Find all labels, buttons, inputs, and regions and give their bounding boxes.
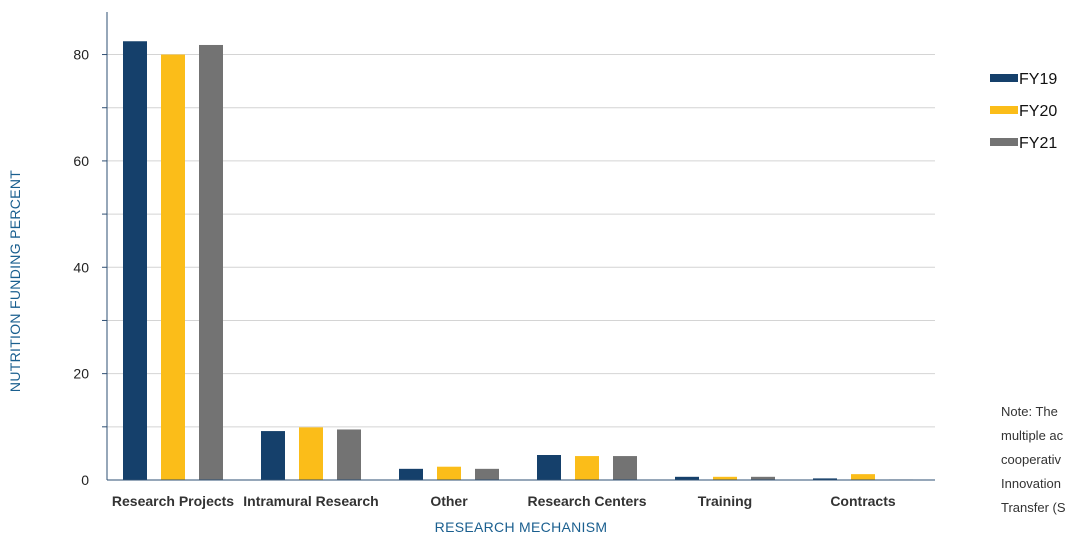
legend-swatch-fy19 [990,74,1018,82]
bar-fy20 [851,474,875,480]
x-category-label: Research Projects [112,493,234,509]
x-axis-title: RESEARCH MECHANISM [435,519,608,535]
bar-fy20 [299,427,323,480]
bar-fy21 [337,429,361,480]
y-tick-label: 0 [81,472,89,488]
bar-fy20 [713,476,737,480]
y-tick-label: 80 [73,47,89,63]
note-line: Innovation [1001,476,1061,491]
bar-fy19 [537,455,561,480]
x-category-label: Contracts [830,493,896,509]
legend-swatch-fy20 [990,106,1018,114]
bar-fy19 [123,41,147,480]
x-category-labels: Research Projects Intramural Research Othe… [112,493,896,509]
bars [123,41,913,481]
x-category-label: Other [430,493,468,509]
bar-fy20 [575,456,599,480]
note-line: multiple ac [1001,428,1064,443]
legend-label-fy20: FY20 [1019,103,1057,120]
bar-fy20 [161,54,185,480]
legend-label-fy21: FY21 [1019,135,1057,152]
note-line: Note: The [1001,404,1058,419]
bar-fy19 [813,478,837,480]
x-category-label: Research Centers [527,493,646,509]
legend-swatch-fy21 [990,138,1018,146]
bar-fy20 [437,466,461,480]
axes [102,12,935,481]
bar-fy19 [399,468,423,480]
y-tick-label: 60 [73,153,89,169]
bar-fy19 [675,476,699,480]
y-axis-title: NUTRITION FUNDING PERCENT [7,170,23,392]
note-text: Note: The multiple ac cooperativ Innovat… [1001,400,1088,536]
bar-fy21 [475,468,499,480]
y-tick-label: 20 [73,366,89,382]
note-line: Transfer (S [1001,500,1066,515]
y-tick-labels: 0 20 40 60 80 [73,47,89,488]
bar-fy21 [613,456,637,480]
bar-fy19 [261,431,285,480]
note-line: cooperativ [1001,452,1061,467]
x-category-label: Training [698,493,752,509]
bar-fy21 [199,44,223,481]
bar-fy21 [751,476,775,480]
x-category-label: Intramural Research [243,493,378,509]
y-tick-label: 40 [73,259,89,275]
legend-label-fy19: FY19 [1019,71,1057,88]
legend: FY19 FY20 FY21 [990,71,1057,152]
gridlines [107,54,935,428]
